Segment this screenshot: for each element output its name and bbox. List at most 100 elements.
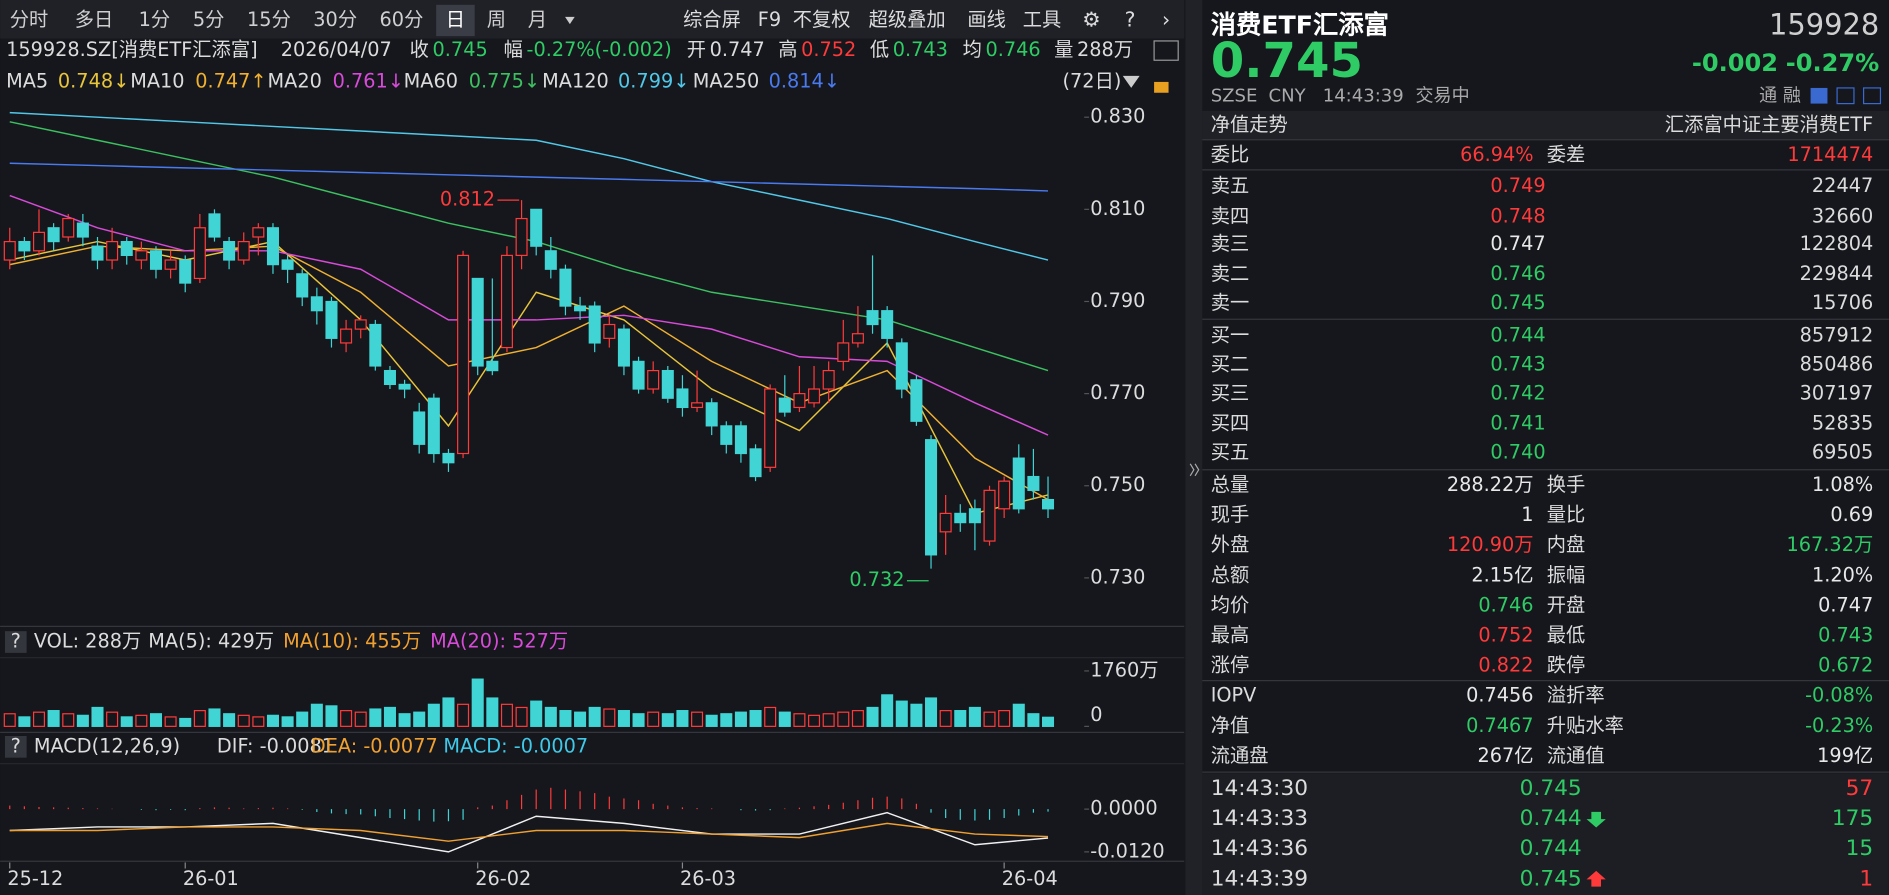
volume-bar: [32, 711, 46, 727]
book-label: 卖四: [1211, 204, 1250, 227]
period-tab[interactable]: 分时: [10, 8, 49, 31]
quote-value: 0.743: [893, 38, 948, 61]
quote-label: 幅: [504, 38, 523, 61]
period-tab[interactable]: 日: [446, 8, 465, 31]
tool-button[interactable]: 工具: [1023, 8, 1062, 31]
help-icon[interactable]: ?: [11, 734, 21, 757]
volume-bar: [91, 706, 104, 727]
tool-button[interactable]: F9: [758, 8, 781, 31]
candle-body: [998, 480, 1011, 510]
volume-bar: [983, 711, 996, 727]
period-tab[interactable]: 周: [487, 8, 506, 31]
volume-bar: [398, 713, 411, 727]
quote-label: 均: [963, 38, 982, 61]
volume-bar: [471, 678, 484, 727]
candle-body: [135, 250, 148, 261]
book-label: 卖一: [1211, 291, 1250, 314]
book-price: 0.745: [1490, 291, 1545, 314]
volume-bar: [647, 711, 660, 727]
tick-time: 14:43:30: [1211, 776, 1308, 801]
tool-icon[interactable]: ›: [1162, 7, 1170, 31]
splitter[interactable]: [1185, 0, 1203, 895]
help-box[interactable]: [4, 631, 27, 653]
candle-body: [266, 227, 279, 266]
y-tick-label: 0: [1090, 703, 1102, 726]
period-tab[interactable]: 1分: [139, 8, 171, 31]
period-tab[interactable]: 15分: [247, 8, 291, 31]
y-tick-label: 0.770: [1090, 381, 1145, 404]
tick-time: 14:43:36: [1211, 836, 1308, 861]
tool-icon[interactable]: ?: [1125, 7, 1136, 31]
candle-body: [530, 208, 543, 247]
help-icon[interactable]: ?: [11, 630, 21, 653]
tool-button[interactable]: 综合屏: [683, 8, 741, 31]
wp-icon[interactable]: [1153, 40, 1179, 61]
volume-bar: [705, 714, 718, 727]
tool-button[interactable]: 画线: [967, 8, 1006, 31]
volume-legend: MA(20): 527万: [430, 630, 568, 653]
range-label[interactable]: (72日): [1063, 69, 1122, 92]
high-annotation: 0.812: [440, 188, 495, 211]
lock-icon[interactable]: [1154, 81, 1169, 93]
volume-bar: [62, 713, 75, 727]
toolbar-icon[interactable]: [1862, 87, 1882, 105]
ma-name: MA120: [542, 69, 609, 92]
ma-line: [9, 111, 1049, 261]
candle-body: [559, 268, 572, 307]
candle-body: [3, 240, 16, 261]
volume-bar: [530, 700, 543, 727]
candle-body: [983, 489, 996, 542]
period-dropdown[interactable]: [565, 16, 575, 25]
volume-bar: [76, 714, 89, 727]
candle-body: [383, 369, 396, 386]
volume-bar: [691, 711, 704, 727]
tick-price: 0.745: [1520, 866, 1582, 891]
volume-bar: [223, 713, 236, 727]
volume-bar: [998, 710, 1011, 727]
volume-bar: [208, 708, 221, 727]
candle-body: [822, 369, 835, 390]
nav-label[interactable]: 净值走势: [1211, 113, 1288, 136]
stat-value: 199亿: [1817, 744, 1873, 767]
candle-body: [749, 448, 762, 478]
volume-bar: [1012, 703, 1025, 727]
candle-body: [296, 273, 309, 298]
toolbar-icon[interactable]: [1836, 87, 1855, 105]
period-tab[interactable]: 多日: [75, 8, 114, 31]
book-price: 0.743: [1490, 352, 1545, 375]
stat-label: 最高: [1211, 624, 1250, 647]
book-volume: 15706: [1812, 291, 1873, 314]
volume-bar: [866, 706, 879, 727]
candle-body: [895, 342, 908, 390]
help-box[interactable]: [4, 735, 27, 758]
nav-row-bg: [1202, 110, 1889, 140]
book-volume: 122804: [1800, 232, 1874, 255]
ma-name: MA60: [404, 69, 458, 92]
links[interactable]: 通 融: [1759, 85, 1801, 106]
quote-value: 288万: [1077, 38, 1133, 61]
candle-body: [778, 397, 791, 413]
stat-label: 总量: [1211, 473, 1250, 496]
period-tab[interactable]: 30分: [313, 8, 357, 31]
period-tab[interactable]: 月: [528, 8, 547, 31]
ma-line: [9, 194, 1049, 436]
volume-bar: [296, 711, 309, 727]
tool-icon[interactable]: ⚙: [1082, 7, 1100, 31]
quote-label: 收: [410, 38, 429, 61]
period-tab[interactable]: 60分: [380, 8, 424, 31]
range-dropdown[interactable]: [1122, 75, 1140, 88]
volume-bar: [676, 710, 689, 727]
tool-button[interactable]: 超级叠加: [869, 8, 946, 31]
book-volume: 32660: [1812, 204, 1873, 227]
volume-bar: [120, 716, 133, 727]
tool-button[interactable]: 不复权: [793, 8, 851, 31]
toolbar-icon[interactable]: [1810, 87, 1828, 104]
x-tick-label: 26-01: [183, 867, 239, 890]
volume-bar: [603, 708, 616, 727]
stat-label: IOPV: [1211, 684, 1257, 707]
volume-bar: [1041, 716, 1055, 727]
volume-bar: [252, 716, 265, 727]
candle-body: [281, 259, 294, 270]
ma-name: MA10: [130, 69, 184, 92]
period-tab[interactable]: 5分: [193, 8, 225, 31]
